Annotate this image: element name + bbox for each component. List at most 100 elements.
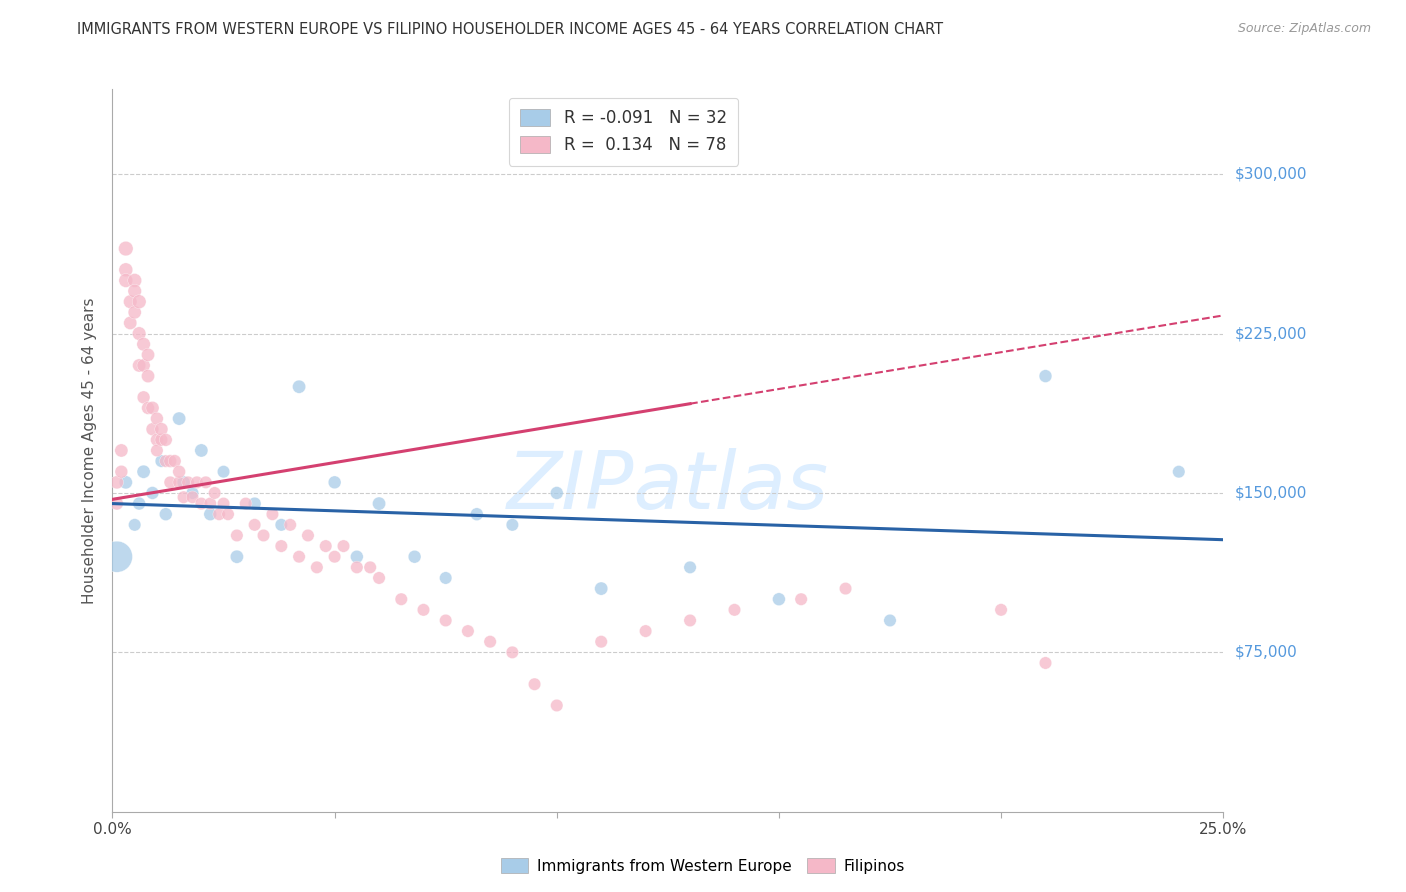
Point <box>457 624 479 639</box>
Point <box>110 465 132 479</box>
Point <box>297 528 319 542</box>
Point <box>768 592 790 607</box>
Point <box>990 603 1012 617</box>
Point <box>105 497 128 511</box>
Point <box>132 390 155 404</box>
Text: ZIPatlas: ZIPatlas <box>506 448 830 525</box>
Point <box>155 507 177 521</box>
Point <box>1035 656 1057 670</box>
Point <box>114 475 136 490</box>
Text: $150,000: $150,000 <box>1234 485 1306 500</box>
Point <box>173 475 195 490</box>
Point <box>1035 369 1057 384</box>
Point <box>368 497 391 511</box>
Point <box>128 359 150 373</box>
Legend: R = -0.091   N = 32, R =  0.134   N = 78: R = -0.091 N = 32, R = 0.134 N = 78 <box>509 97 738 166</box>
Point <box>225 549 247 564</box>
Point <box>124 305 146 319</box>
Y-axis label: Householder Income Ages 45 - 64 years: Householder Income Ages 45 - 64 years <box>82 297 97 604</box>
Point <box>262 507 284 521</box>
Point <box>434 571 457 585</box>
Point <box>315 539 337 553</box>
Point <box>790 592 813 607</box>
Point <box>412 603 434 617</box>
Point <box>591 634 613 648</box>
Point <box>114 273 136 287</box>
Legend: Immigrants from Western Europe, Filipinos: Immigrants from Western Europe, Filipino… <box>495 852 911 880</box>
Point <box>278 517 301 532</box>
Point <box>150 454 173 468</box>
Point <box>834 582 856 596</box>
Point <box>288 380 311 394</box>
Point <box>346 560 368 574</box>
Text: Source: ZipAtlas.com: Source: ZipAtlas.com <box>1237 22 1371 36</box>
Point <box>110 443 132 458</box>
Point <box>523 677 546 691</box>
Text: $225,000: $225,000 <box>1234 326 1306 341</box>
Point <box>132 337 155 351</box>
Point <box>167 475 190 490</box>
Text: IMMIGRANTS FROM WESTERN EUROPE VS FILIPINO HOUSEHOLDER INCOME AGES 45 - 64 YEARS: IMMIGRANTS FROM WESTERN EUROPE VS FILIPI… <box>77 22 943 37</box>
Point <box>679 560 702 574</box>
Point <box>879 614 901 628</box>
Point <box>146 443 169 458</box>
Point <box>332 539 354 553</box>
Point <box>252 528 274 542</box>
Point <box>173 490 195 504</box>
Point <box>181 490 204 504</box>
Point <box>323 475 346 490</box>
Point <box>150 422 173 436</box>
Point <box>190 443 212 458</box>
Point <box>124 517 146 532</box>
Text: $75,000: $75,000 <box>1234 645 1298 660</box>
Point <box>155 454 177 468</box>
Point <box>120 294 142 309</box>
Point <box>146 433 169 447</box>
Point <box>346 549 368 564</box>
Point <box>465 507 488 521</box>
Point <box>141 422 163 436</box>
Point <box>159 475 181 490</box>
Point <box>105 549 128 564</box>
Point <box>136 369 159 384</box>
Point <box>288 549 311 564</box>
Point <box>368 571 391 585</box>
Point <box>200 497 222 511</box>
Point <box>167 465 190 479</box>
Point <box>546 698 568 713</box>
Point <box>146 411 169 425</box>
Point <box>177 475 200 490</box>
Point <box>323 549 346 564</box>
Point <box>190 497 212 511</box>
Point <box>389 592 412 607</box>
Point <box>404 549 426 564</box>
Point <box>159 454 181 468</box>
Point <box>270 517 292 532</box>
Point <box>105 475 128 490</box>
Point <box>194 475 217 490</box>
Point <box>591 582 613 596</box>
Point <box>208 507 231 521</box>
Point <box>243 497 266 511</box>
Point <box>141 401 163 415</box>
Point <box>150 433 173 447</box>
Point <box>132 465 155 479</box>
Point <box>155 433 177 447</box>
Point <box>305 560 328 574</box>
Point <box>136 401 159 415</box>
Point <box>136 348 159 362</box>
Point <box>124 284 146 298</box>
Point <box>128 497 150 511</box>
Point <box>128 326 150 341</box>
Point <box>124 273 146 287</box>
Point <box>634 624 657 639</box>
Point <box>120 316 142 330</box>
Point <box>212 497 235 511</box>
Text: $300,000: $300,000 <box>1234 167 1306 182</box>
Point <box>501 645 523 659</box>
Point <box>479 634 502 648</box>
Point <box>141 486 163 500</box>
Point <box>679 614 702 628</box>
Point <box>132 359 155 373</box>
Point <box>114 242 136 256</box>
